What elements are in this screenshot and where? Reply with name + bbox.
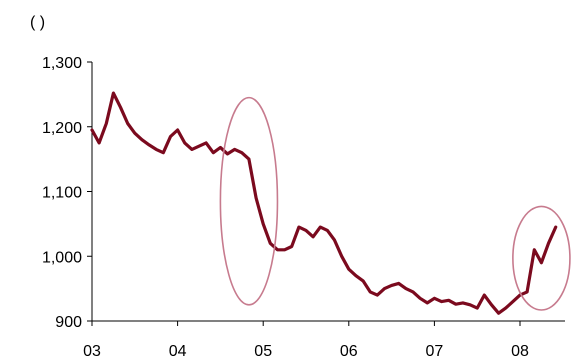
series-layer bbox=[90, 91, 558, 315]
series-line bbox=[90, 91, 558, 315]
x-tick-label: 05 bbox=[254, 343, 272, 360]
y-tick-label: 900 bbox=[55, 314, 82, 331]
x-tick-label: 07 bbox=[426, 343, 444, 360]
highlight-ellipse bbox=[512, 205, 571, 311]
y-tick-label: 1,100 bbox=[42, 185, 82, 202]
y-tick-label: 1,200 bbox=[42, 120, 82, 137]
x-tick-label: 08 bbox=[511, 343, 529, 360]
y-tick-label: 1,000 bbox=[42, 249, 82, 266]
y-axis: 900 1,000 1,100 1,200 1,300 bbox=[42, 55, 93, 331]
x-tick-label: 04 bbox=[169, 343, 187, 360]
x-tick-label: 06 bbox=[340, 343, 358, 360]
unit-label: ( ) bbox=[30, 14, 45, 31]
x-tick-label: 03 bbox=[83, 343, 101, 360]
annotation-layer bbox=[219, 96, 571, 311]
x-axis: 03 04 05 06 07 08 bbox=[83, 320, 565, 360]
highlight-ellipse bbox=[219, 96, 279, 306]
y-tick-label: 1,300 bbox=[42, 55, 82, 72]
